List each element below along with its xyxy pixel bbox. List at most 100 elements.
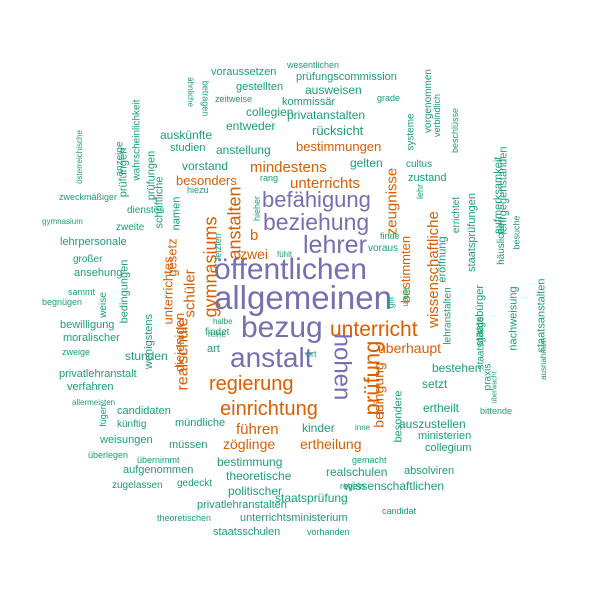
word: zeitweise	[215, 94, 253, 104]
word: müssen	[169, 439, 208, 451]
word: besonders	[176, 173, 237, 188]
word: mindestens	[250, 159, 327, 176]
word: studien	[170, 142, 206, 154]
word: cultus	[406, 159, 433, 170]
word: lehr	[415, 183, 426, 200]
word: collegium	[425, 442, 472, 454]
word: voraussetzen	[211, 66, 277, 78]
word: betragen	[200, 80, 211, 117]
word: unterrichtsministerium	[240, 512, 348, 524]
word: politischer	[228, 484, 283, 498]
word: absolviren	[404, 465, 455, 477]
word: kommissär	[282, 96, 336, 108]
word: ertheilt	[423, 401, 460, 415]
word: zeugnisse	[383, 167, 401, 236]
word: halbe	[213, 317, 233, 326]
word: beziehung	[263, 209, 370, 235]
word: wahrscheinlichkeit	[131, 99, 143, 181]
word: systeme	[405, 113, 417, 151]
word: überlegen	[88, 450, 129, 460]
word: überhaupt	[378, 340, 442, 356]
word: begnügen	[42, 297, 83, 307]
word: staatsprüfungen	[465, 193, 478, 272]
word: entweder	[226, 119, 276, 133]
word: privatanstalten	[287, 108, 366, 122]
word: ertheilung	[300, 436, 362, 452]
word: allgemeinen	[214, 279, 392, 316]
word: befähigung	[262, 187, 371, 212]
word: überwacht	[491, 371, 499, 404]
word: theoretischen	[157, 513, 212, 523]
word: hiezu	[187, 185, 209, 195]
word: staatsgiltige	[475, 316, 487, 370]
word: verbindlich	[432, 93, 443, 138]
word: gestellten	[236, 81, 284, 93]
word: kinder	[302, 421, 335, 435]
word: regierung	[209, 373, 294, 395]
word: ministerien	[418, 430, 472, 442]
word: weise	[97, 292, 109, 318]
word: ähnliche	[185, 77, 195, 107]
word: öffentlichen	[214, 253, 367, 286]
word: findet	[205, 327, 230, 338]
word: setzt	[422, 377, 448, 391]
word: wesentlichen	[287, 60, 340, 70]
word: übernimmt	[137, 455, 180, 465]
word: wenigstens	[143, 313, 156, 370]
word: besondere	[392, 390, 405, 443]
word: b	[250, 227, 259, 244]
word: leiten	[401, 287, 411, 307]
word: prüfungscommission	[296, 71, 397, 83]
word: allermeisten	[72, 398, 116, 407]
word: anstalt	[230, 342, 313, 373]
word: privatlehranstalt	[59, 368, 137, 380]
word: gymnasiums	[200, 216, 221, 318]
word: unterrichts	[290, 175, 361, 192]
word: namen	[170, 196, 183, 231]
word: bestimmungen	[296, 139, 382, 154]
word: voraus	[368, 243, 399, 254]
word: anstellung	[216, 143, 271, 157]
word: bedingung	[370, 362, 387, 428]
word: zweckmäßiger	[59, 192, 118, 202]
word: prüfungen	[117, 147, 130, 198]
word: stunden	[125, 349, 168, 363]
word: auskünfte	[160, 128, 213, 142]
word: verfahren	[67, 381, 114, 393]
word: realschulen	[326, 465, 388, 479]
word: privatlehranstalten	[197, 499, 287, 511]
word: errichtet	[451, 196, 463, 234]
word: letzten	[212, 233, 223, 260]
word: zöglinge	[223, 436, 276, 452]
word: zustand	[408, 172, 447, 184]
word: ansehung	[74, 267, 123, 279]
word: lehranstalten	[442, 287, 454, 345]
word: grade	[377, 93, 401, 103]
word: führen	[236, 421, 279, 438]
word: candidat	[382, 506, 417, 516]
word: regeln	[340, 481, 366, 491]
word: künftig	[117, 419, 147, 430]
word: wissenschaftlichen	[344, 479, 445, 493]
word: bestimmung	[217, 455, 283, 469]
word: einrichtung	[220, 398, 318, 420]
word: gilt	[385, 296, 396, 309]
word: besuche	[511, 215, 522, 250]
word: ort	[306, 349, 317, 359]
word: weisungen	[100, 434, 153, 446]
word: zweige	[62, 347, 91, 357]
word: vorhanden	[307, 527, 350, 537]
word: bestehen	[432, 361, 482, 375]
word: reihe	[208, 330, 226, 339]
word: zwei	[240, 246, 269, 262]
word: staatsprüfung	[275, 491, 348, 505]
word: art	[207, 343, 220, 355]
word: finde	[380, 231, 400, 241]
word: fühlt	[277, 250, 293, 259]
word: hieher	[252, 195, 263, 222]
word: rücksicht	[312, 123, 364, 138]
word: fügen	[97, 404, 108, 427]
word: österreichische	[74, 130, 84, 184]
word: inne	[355, 423, 371, 432]
word: hohen	[328, 333, 356, 401]
